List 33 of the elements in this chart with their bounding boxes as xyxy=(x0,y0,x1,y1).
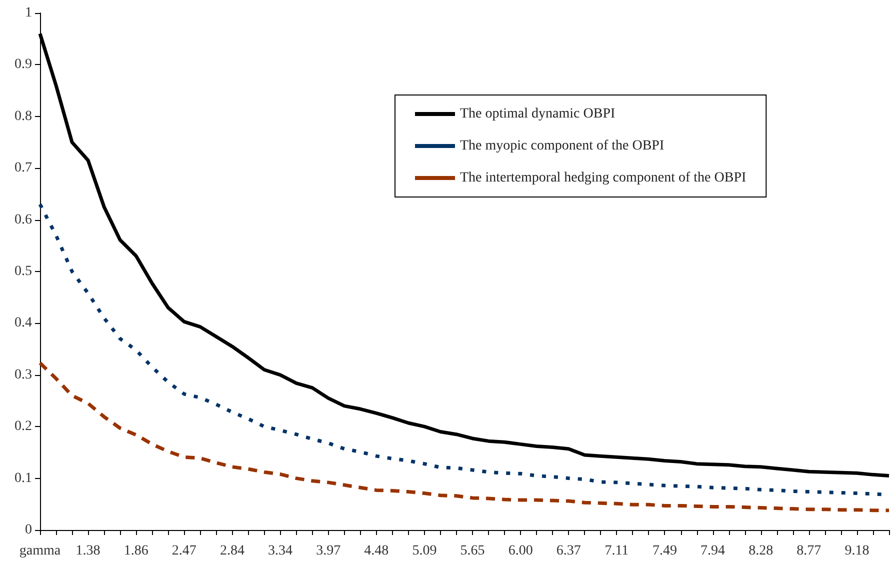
x-tick-label: 7.94 xyxy=(700,544,726,558)
x-tick-label: 7.49 xyxy=(652,544,677,558)
x-tick-label: 3.34 xyxy=(268,544,293,558)
x-tick-label: 7.11 xyxy=(604,544,629,558)
y-tick-label: 0.8 xyxy=(14,108,32,124)
x-tick-label: 1.38 xyxy=(76,544,100,558)
y-tick-label: 0.4 xyxy=(14,316,32,331)
x-tick-label: 6.00 xyxy=(508,544,533,558)
y-tick-label: 0.6 xyxy=(14,212,32,228)
x-tick-label: 3.97 xyxy=(316,544,341,558)
y-tick-label: 0.9 xyxy=(14,57,32,72)
y-tick-label: 0.1 xyxy=(14,470,32,486)
y-tick-label: 1 xyxy=(25,6,32,20)
legend-label: The intertemporal hedging component of the OBPI xyxy=(460,170,746,186)
y-tick-label: 0 xyxy=(25,522,32,538)
x-tick-label: 2.84 xyxy=(220,544,244,558)
y-tick-label: 0.5 xyxy=(14,264,32,279)
x-tick-label: 9.18 xyxy=(844,544,870,558)
y-tick-label: 0.7 xyxy=(14,160,32,176)
x-tick-label: 5.09 xyxy=(412,544,437,558)
x-tick-label: 5.65 xyxy=(460,544,485,558)
x-tick-label: 6.37 xyxy=(556,544,581,558)
x-tick-label: gamma xyxy=(19,544,62,558)
legend-label: The myopic component of the OBPI xyxy=(460,138,664,154)
x-tick-label: 1.86 xyxy=(124,544,148,558)
legend-label: The optimal dynamic OBPI xyxy=(460,106,616,122)
y-tick-label: 0.2 xyxy=(14,419,32,434)
x-tick-label: 2.47 xyxy=(172,544,196,558)
y-tick-label: 0.3 xyxy=(14,367,32,382)
line-series xyxy=(38,361,891,512)
x-tick-label: 8.77 xyxy=(796,544,822,558)
x-tick-label: 4.48 xyxy=(364,544,389,558)
x-tick-label: 8.28 xyxy=(748,544,774,558)
